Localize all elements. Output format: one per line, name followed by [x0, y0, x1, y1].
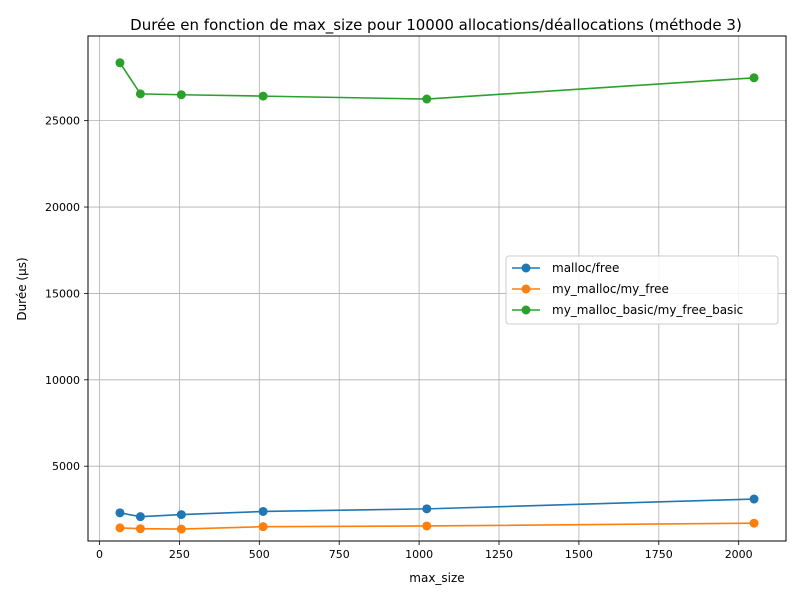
legend-label: my_malloc_basic/my_free_basic — [552, 303, 743, 317]
data-point — [176, 524, 186, 534]
data-point — [749, 494, 759, 504]
data-point — [258, 91, 268, 101]
data-point — [258, 506, 268, 516]
x-tick-label: 0 — [96, 548, 103, 561]
grid — [88, 36, 786, 541]
plot-frame — [87, 35, 787, 542]
series-0 — [115, 494, 759, 522]
x-tick-label: 750 — [329, 548, 350, 561]
series-line — [119, 62, 755, 100]
x-tick-label: 1750 — [645, 548, 673, 561]
x-tick-label: 250 — [169, 548, 190, 561]
y-axis: 5000 10000 15000 20000 25000 — [45, 115, 88, 473]
data-point — [135, 524, 145, 534]
data-point — [422, 94, 432, 104]
legend-marker — [521, 284, 531, 294]
x-axis: 0 250 500 750 1000 1250 1500 1750 2000 — [96, 541, 753, 561]
series-1 — [115, 518, 759, 534]
legend-label: malloc/free — [552, 261, 619, 275]
data-point — [115, 58, 125, 68]
x-tick-label: 2000 — [725, 548, 753, 561]
y-tick-label: 5000 — [52, 460, 80, 473]
series-2 — [115, 58, 759, 104]
data-point — [749, 518, 759, 528]
data-point — [749, 73, 759, 83]
x-axis-label: max_size — [409, 571, 464, 585]
x-tick-label: 1250 — [485, 548, 513, 561]
chart-title: Durée en fonction de max_size pour 10000… — [130, 16, 742, 35]
data-point — [422, 521, 432, 531]
data-point — [176, 510, 186, 520]
y-tick-label: 10000 — [45, 374, 80, 387]
y-axis-label: Durée (µs) — [15, 257, 29, 320]
data-point — [115, 523, 125, 533]
legend-label: my_malloc/my_free — [552, 282, 669, 296]
legend-marker — [521, 263, 531, 273]
x-tick-label: 1000 — [405, 548, 433, 561]
y-tick-label: 25000 — [45, 115, 80, 128]
data-point — [115, 508, 125, 518]
x-tick-label: 1500 — [565, 548, 593, 561]
legend-item: malloc/free — [512, 261, 619, 275]
series-layer — [115, 58, 759, 534]
data-point — [135, 512, 145, 522]
data-point — [258, 522, 268, 532]
legend: malloc/free my_malloc/my_free my_malloc_ba… — [505, 255, 779, 325]
data-point — [422, 504, 432, 514]
legend-marker — [521, 305, 531, 315]
y-tick-label: 15000 — [45, 287, 80, 300]
y-tick-label: 20000 — [45, 201, 80, 214]
x-tick-label: 500 — [249, 548, 270, 561]
legend-box — [505, 255, 779, 325]
legend-item: my_malloc/my_free — [512, 282, 669, 296]
legend-item: my_malloc_basic/my_free_basic — [512, 303, 743, 317]
data-point — [135, 89, 145, 99]
data-point — [176, 90, 186, 100]
